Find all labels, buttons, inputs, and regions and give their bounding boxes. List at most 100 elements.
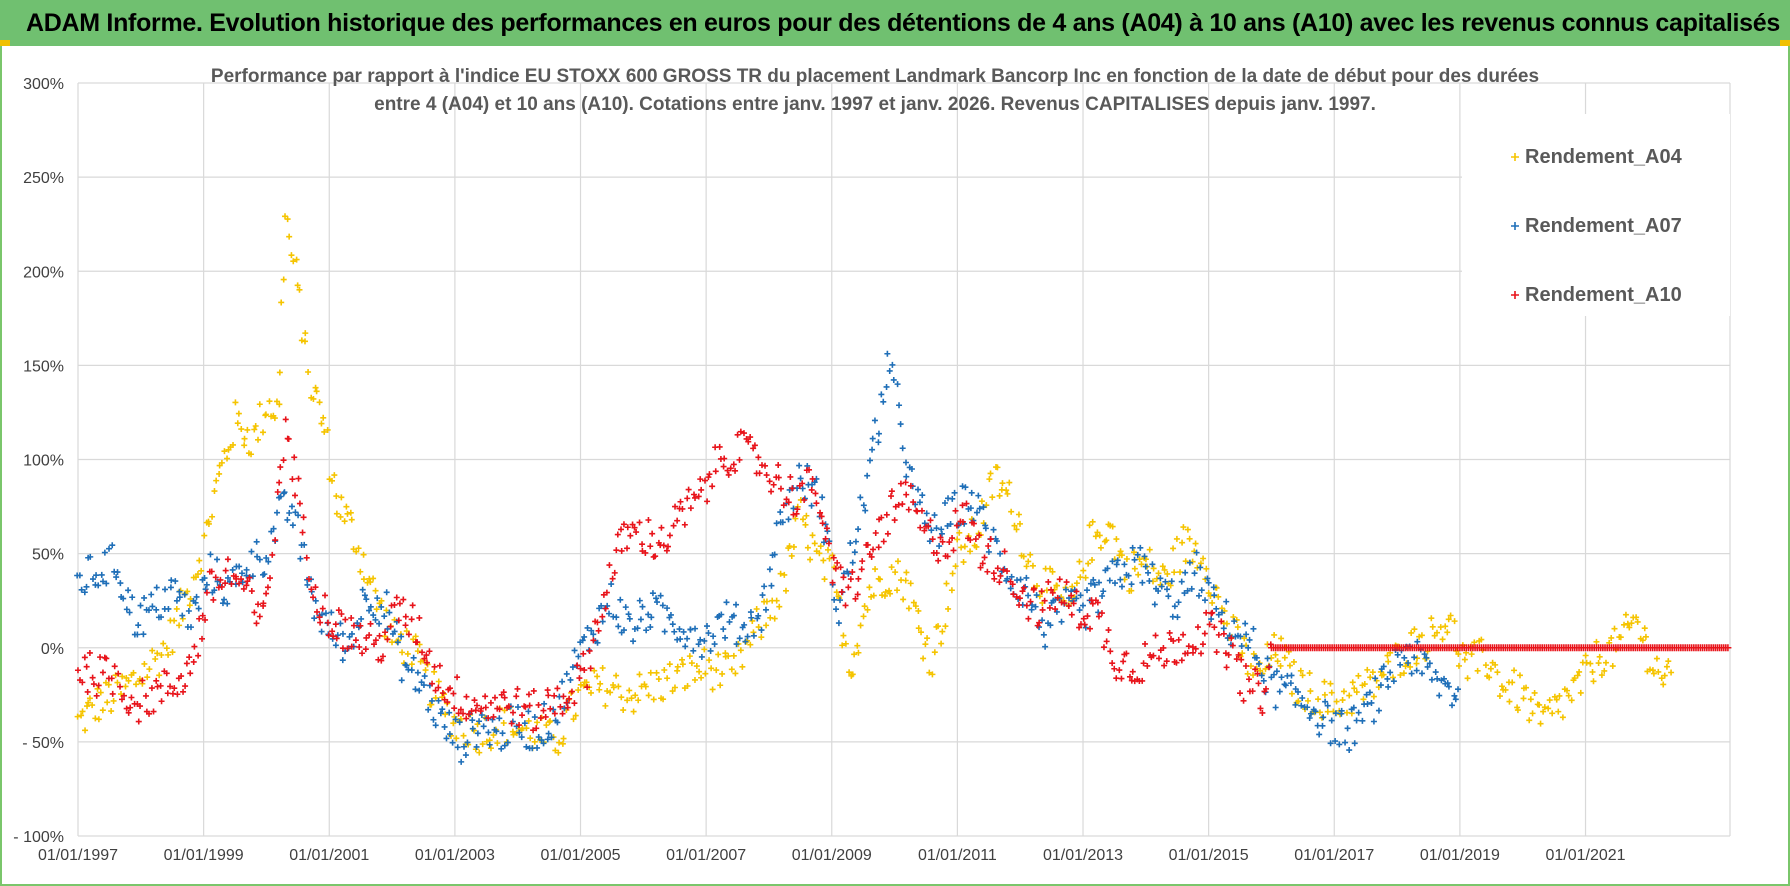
series-marker [610, 684, 617, 691]
series-marker [178, 673, 185, 680]
series-marker [90, 681, 97, 688]
series-marker [85, 699, 92, 706]
series-marker [667, 611, 674, 618]
series-marker [344, 510, 351, 517]
series-marker [1385, 683, 1392, 690]
series-marker [652, 553, 659, 560]
series-marker [294, 282, 301, 289]
series-marker [594, 619, 601, 626]
series-marker [414, 639, 421, 646]
series-marker [908, 466, 915, 473]
series-marker [888, 564, 895, 571]
series-marker [1094, 599, 1101, 606]
series-marker [1436, 692, 1443, 699]
series-marker [1025, 615, 1032, 622]
series-marker [1125, 572, 1132, 579]
series-marker [1277, 662, 1284, 669]
series-marker [314, 608, 321, 615]
series-marker [405, 631, 412, 638]
series-marker [1306, 670, 1313, 677]
series-marker [989, 494, 996, 501]
series-marker [1089, 518, 1096, 525]
series-marker [263, 590, 270, 597]
series-marker [1128, 581, 1135, 588]
series-marker [1511, 222, 1519, 230]
series-marker [1188, 585, 1195, 592]
series-marker [474, 730, 481, 737]
series-marker [1432, 669, 1439, 676]
series-marker [1290, 658, 1297, 665]
x-tick-label: 01/01/2009 [792, 847, 872, 864]
series-marker [933, 550, 940, 557]
series-marker [94, 685, 101, 692]
series-marker [1020, 584, 1027, 591]
x-tick-label: 01/01/2013 [1043, 847, 1123, 864]
series-marker [360, 551, 367, 558]
series-marker [333, 635, 340, 642]
series-marker [165, 605, 172, 612]
series-marker [408, 667, 415, 674]
series-marker [787, 473, 794, 480]
series-marker [84, 703, 91, 710]
series-marker [788, 552, 795, 559]
series-marker [727, 465, 734, 472]
series-marker [348, 630, 355, 637]
series-marker [1663, 663, 1670, 670]
series-marker [523, 743, 530, 750]
series-marker [248, 451, 255, 458]
series-marker [1045, 578, 1052, 585]
series-marker [82, 727, 89, 734]
series-marker [929, 671, 936, 678]
series-marker [249, 573, 256, 580]
series-marker [194, 571, 201, 578]
series-marker [525, 717, 532, 724]
series-marker [133, 681, 140, 688]
series-marker [210, 596, 217, 603]
series-marker [819, 494, 826, 501]
series-marker [1260, 677, 1267, 684]
series-marker [1411, 654, 1418, 661]
report-title: ADAM Informe. Evolution historique des p… [26, 8, 1780, 37]
series-marker [938, 530, 945, 537]
series-marker [1134, 551, 1141, 558]
series-marker [803, 512, 810, 519]
series-marker [1056, 576, 1063, 583]
series-marker [666, 661, 673, 668]
series-marker [1098, 610, 1105, 617]
series-marker [925, 523, 932, 530]
series-marker [854, 591, 861, 598]
series-marker [921, 527, 928, 534]
series-marker [1220, 625, 1227, 632]
series-marker [987, 536, 994, 543]
series-marker [725, 653, 732, 660]
series-marker [403, 628, 410, 635]
series-marker [671, 684, 678, 691]
series-marker [556, 739, 563, 746]
series-marker [1529, 710, 1536, 717]
series-marker [574, 662, 581, 669]
series-marker [990, 570, 997, 577]
series-marker [1511, 153, 1519, 161]
series-marker [587, 665, 594, 672]
series-marker [1208, 616, 1215, 623]
series-marker [81, 654, 88, 661]
series-marker [496, 706, 503, 713]
series-marker [596, 686, 603, 693]
series-marker [310, 594, 317, 601]
series-marker [1104, 565, 1111, 572]
series-marker [645, 692, 652, 699]
legend-item-Rendement_A07: Rendement_A07 [1511, 215, 1682, 237]
series-marker [378, 597, 385, 604]
series-marker [183, 660, 190, 667]
series-marker [118, 691, 125, 698]
series-marker [900, 596, 907, 603]
series-marker [751, 442, 758, 449]
series-marker [1367, 674, 1374, 681]
series-marker [771, 551, 778, 558]
series-marker [826, 555, 833, 562]
series-marker [120, 595, 127, 602]
series-marker [897, 480, 904, 487]
series-marker [1225, 651, 1232, 658]
series-marker [261, 571, 268, 578]
series-marker [1114, 557, 1121, 564]
